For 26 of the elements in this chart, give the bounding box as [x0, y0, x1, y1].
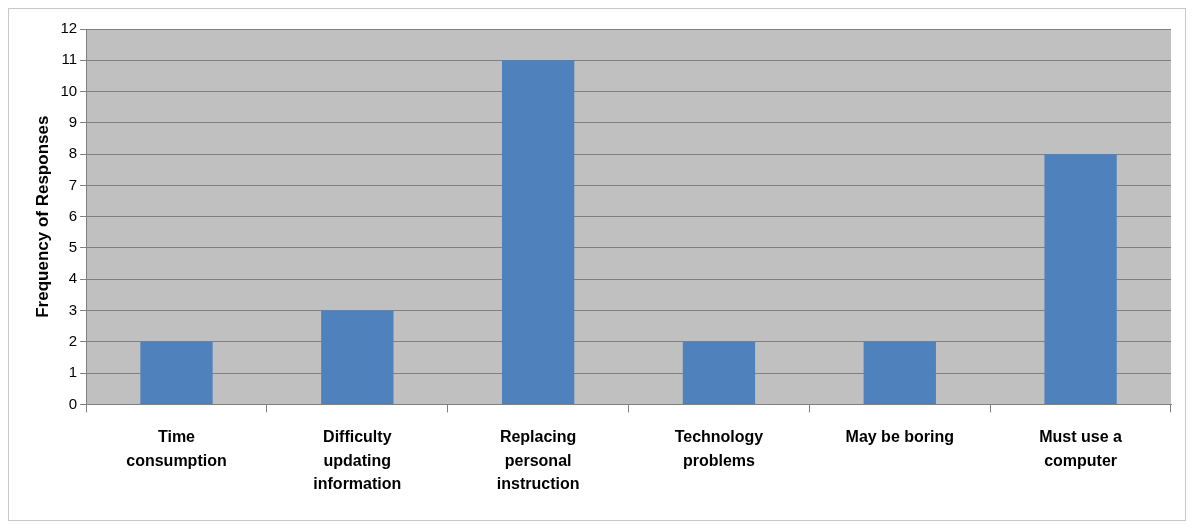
bar	[1044, 154, 1117, 404]
x-tick-label: Time consumption	[126, 428, 227, 469]
y-tick-label: 7	[68, 175, 78, 193]
bar	[501, 60, 575, 404]
y-tick-label: 5	[68, 238, 78, 256]
bar	[863, 341, 936, 404]
y-tick-label: 4	[68, 269, 78, 287]
bar	[321, 310, 394, 404]
y-axis-title: Frequency of Responses	[32, 115, 52, 318]
y-tick-label: 12	[60, 19, 78, 37]
x-tick-label: Replacing personal instruction	[496, 428, 580, 492]
y-tick-label: 10	[60, 81, 78, 99]
y-tick-label: 6	[68, 206, 78, 224]
bar	[140, 341, 213, 404]
x-tick-label: Difficulty updating information	[313, 428, 402, 492]
y-tick-label: 8	[68, 144, 78, 162]
y-tick-label: 1	[68, 363, 78, 381]
y-tick-label: 0	[68, 394, 78, 412]
x-tick-label: Technology problems	[674, 428, 764, 469]
x-tick-label: May be boring	[845, 428, 954, 446]
y-tick-label: 2	[68, 331, 78, 349]
bar	[682, 341, 756, 404]
y-tick-label: 11	[61, 50, 78, 68]
x-tick-label: Must use a computer	[1039, 428, 1123, 469]
y-tick-label: 9	[68, 112, 78, 130]
y-tick-label: 3	[68, 300, 78, 318]
